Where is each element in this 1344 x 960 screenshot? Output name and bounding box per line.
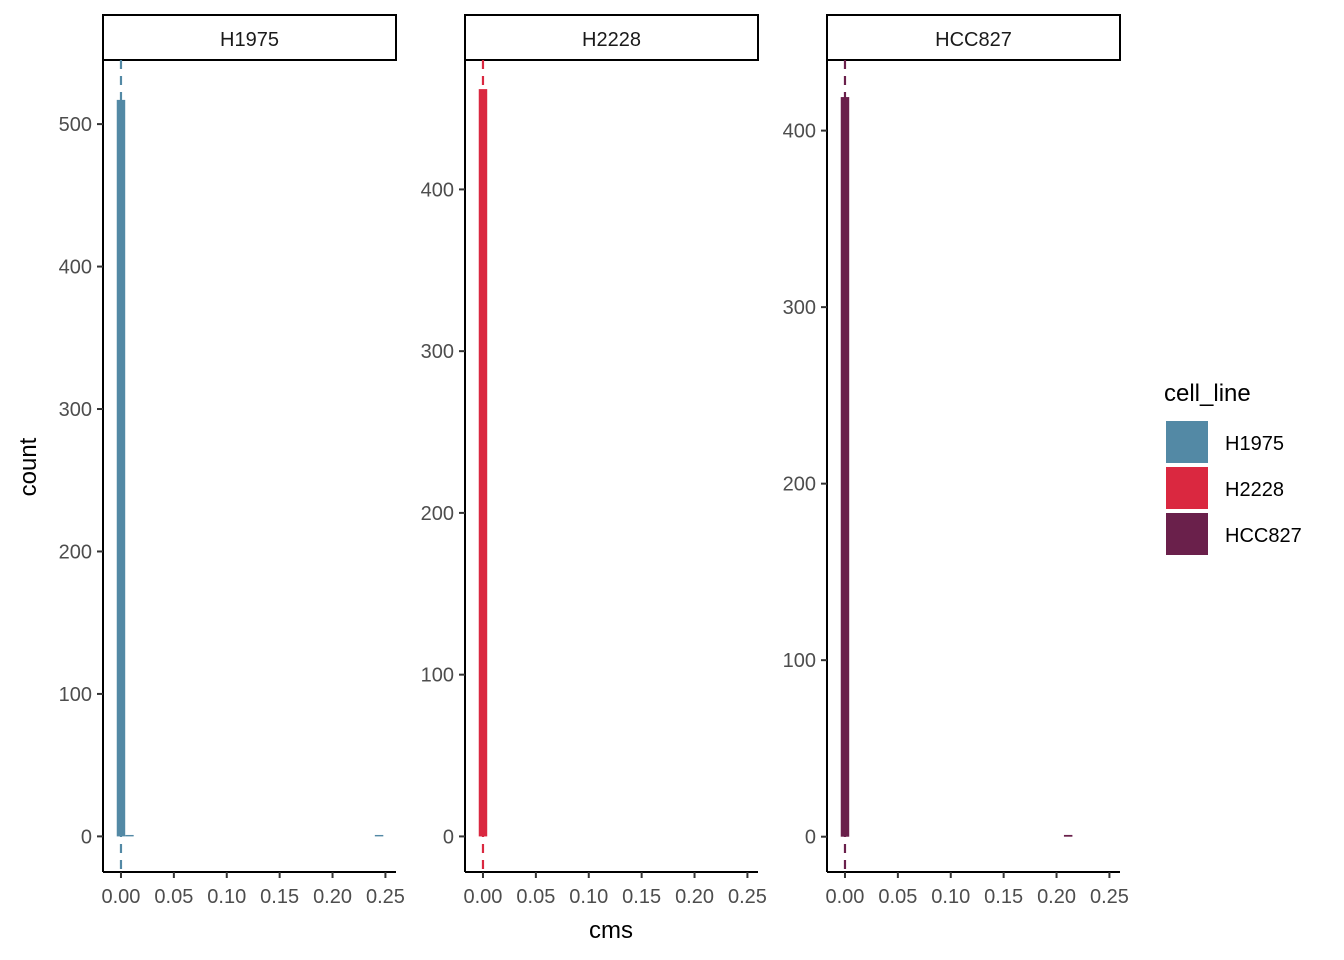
facet-strip <box>102 14 397 61</box>
facet-panel-h2228: H2228 0 100 200 300 400 0.00 0.05 0.10 0.15 0.20 0.… <box>421 14 767 908</box>
x-tick-label: 0.25 <box>1090 886 1129 908</box>
y-tick-label: 300 <box>421 341 454 363</box>
x-tick-label: 0.15 <box>260 886 299 908</box>
x-axis-title: cms <box>589 917 633 944</box>
y-tick-label: 0 <box>805 827 816 849</box>
x-tick-label: 0.20 <box>313 886 352 908</box>
x-tick-label: 0.05 <box>154 886 193 908</box>
facet-strip-label: HCC827 <box>935 29 1012 51</box>
histogram-bar <box>374 834 384 837</box>
y-tick-label: 300 <box>59 399 92 421</box>
x-tick-label: 0.15 <box>622 886 661 908</box>
x-tick-label: 0.25 <box>366 886 405 908</box>
legend-key <box>1166 513 1208 555</box>
facet-panels: H1975 0 100 200 300 400 500 0.00 0.05 0.10 0.15 0.2… <box>59 14 1129 908</box>
legend: cell_line H1975 H2228 HCC827 <box>1164 380 1302 555</box>
x-tick-label: 0.10 <box>569 886 608 908</box>
x-tick-label: 0.00 <box>464 886 503 908</box>
x-tick-label: 0.00 <box>826 886 865 908</box>
x-tick-label: 0.10 <box>207 886 246 908</box>
y-tick-label: 400 <box>59 257 92 279</box>
facet-panel-h1975: H1975 0 100 200 300 400 500 0.00 0.05 0.10 0.15 0.2… <box>59 14 405 908</box>
x-tick-label: 0.25 <box>728 886 767 908</box>
histogram-bar <box>1063 834 1073 837</box>
y-tick-label: 100 <box>783 650 816 672</box>
histogram-bar <box>125 834 134 837</box>
x-tick-label: 0.20 <box>675 886 714 908</box>
y-tick-label: 200 <box>421 503 454 525</box>
y-tick-label: 0 <box>81 826 92 848</box>
x-tick-label: 0.15 <box>984 886 1023 908</box>
facet-strip <box>464 14 759 61</box>
facet-strip-label: H1975 <box>220 29 279 51</box>
facet-strip-label: H2228 <box>582 29 641 51</box>
x-tick-label: 0.10 <box>931 886 970 908</box>
y-tick-label: 300 <box>783 297 816 319</box>
legend-title: cell_line <box>1164 380 1251 407</box>
y-axis-title: count <box>15 437 42 496</box>
legend-item-h2228: H2228 <box>1166 467 1284 509</box>
y-tick-label: 0 <box>443 826 454 848</box>
legend-key <box>1166 421 1208 463</box>
y-tick-label: 500 <box>59 114 92 136</box>
legend-label: HCC827 <box>1225 525 1302 547</box>
x-tick-label: 0.20 <box>1037 886 1076 908</box>
legend-key <box>1166 467 1208 509</box>
y-tick-label: 100 <box>421 665 454 687</box>
legend-item-h1975: H1975 <box>1166 421 1284 463</box>
y-tick-label: 400 <box>421 179 454 201</box>
legend-label: H1975 <box>1225 433 1284 455</box>
y-tick-label: 400 <box>783 121 816 143</box>
x-tick-label: 0.00 <box>102 886 141 908</box>
y-tick-label: 200 <box>783 474 816 496</box>
facet-panel-hcc827: HCC827 0 100 200 300 400 0.00 0.05 0.10 0.15 0.20 0… <box>783 14 1129 908</box>
facet-strip <box>826 14 1121 61</box>
x-tick-label: 0.05 <box>516 886 555 908</box>
x-tick-label: 0.05 <box>878 886 917 908</box>
y-tick-label: 200 <box>59 541 92 563</box>
legend-label: H2228 <box>1225 479 1284 501</box>
y-tick-label: 100 <box>59 684 92 706</box>
legend-item-hcc827: HCC827 <box>1166 513 1302 555</box>
